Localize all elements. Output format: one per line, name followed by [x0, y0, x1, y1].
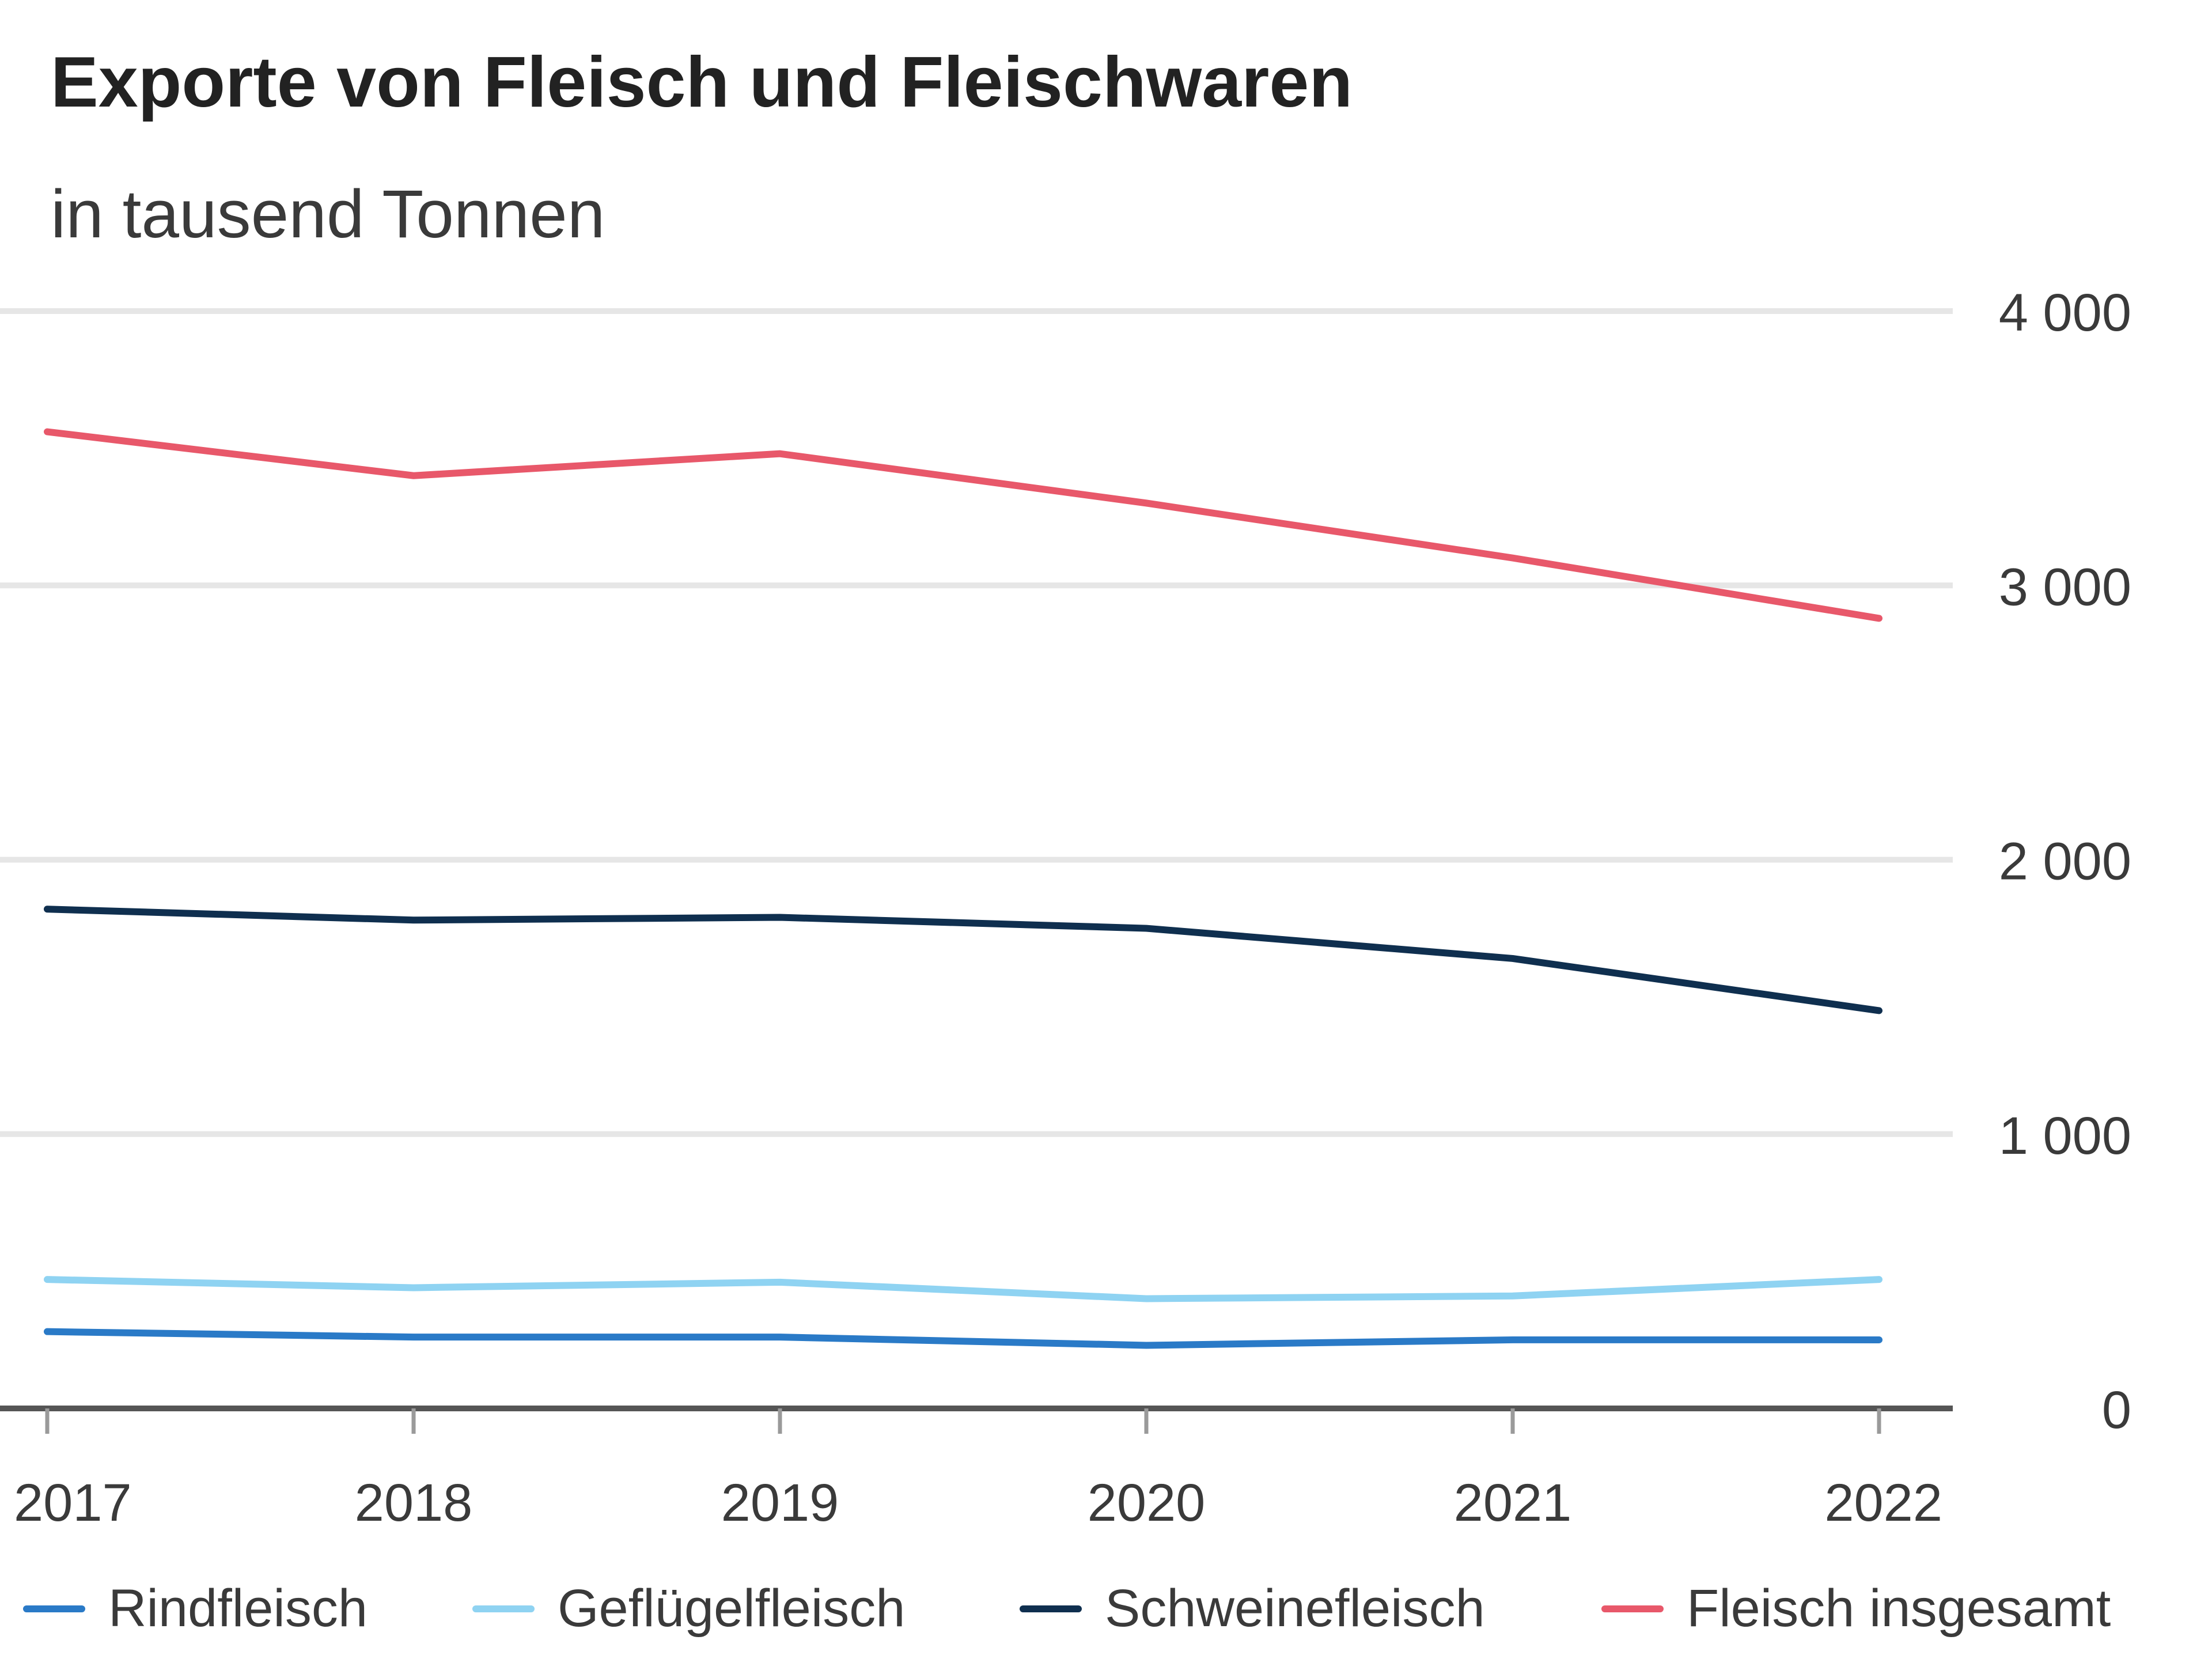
x-tick-label: 2020 — [1088, 1474, 1206, 1532]
legend-label: Rindfleisch — [108, 1579, 368, 1638]
series-line-fleisch-insgesamt — [44, 428, 1883, 622]
chart-title: Exporte von Fleisch und Fleischwaren — [51, 43, 1353, 122]
series-line-schweinefleisch — [44, 906, 1883, 1014]
x-tick-label: 2022 — [1824, 1474, 1942, 1532]
y-tick-label: 4 000 — [1999, 283, 2131, 342]
chart-subtitle: in tausend Tonnen — [51, 176, 605, 252]
x-tick-label: 2018 — [355, 1474, 473, 1532]
x-tick-label: 2017 — [14, 1474, 132, 1532]
legend-swatch — [1601, 1605, 1664, 1612]
legend-swatch — [23, 1605, 85, 1612]
legend-item: Fleisch insgesamt — [1601, 1578, 2111, 1639]
x-axis — [0, 1406, 1953, 1434]
y-tick-label: 1 000 — [1999, 1107, 2131, 1165]
legend-label: Fleisch insgesamt — [1687, 1579, 2111, 1638]
x-tick-label: 2021 — [1454, 1474, 1572, 1532]
y-axis-labels: 0 1 000 2 000 3 000 4 000 — [1999, 283, 2131, 1440]
legend-item: Schweinefleisch — [1020, 1578, 1485, 1639]
series-lines — [44, 428, 1883, 1349]
legend-item: Geflügelfleisch — [472, 1578, 905, 1639]
y-tick-label: 0 — [2102, 1381, 2131, 1440]
legend-swatch — [1020, 1605, 1082, 1612]
x-tick-label: 2019 — [721, 1474, 839, 1532]
x-axis-labels: 2017 2018 2019 2020 2021 2022 — [14, 1474, 1942, 1532]
legend-item: Rindfleisch — [23, 1578, 368, 1639]
legend-label: Schweinefleisch — [1105, 1579, 1485, 1638]
series-line-rindfleisch — [44, 1328, 1883, 1349]
y-tick-label: 3 000 — [1999, 558, 2131, 616]
series-line-gefl-gelfleisch — [44, 1276, 1883, 1302]
gridlines — [0, 308, 1953, 1137]
legend-swatch — [472, 1605, 535, 1612]
legend-label: Geflügelfleisch — [558, 1579, 906, 1638]
y-tick-label: 2 000 — [1999, 832, 2131, 891]
